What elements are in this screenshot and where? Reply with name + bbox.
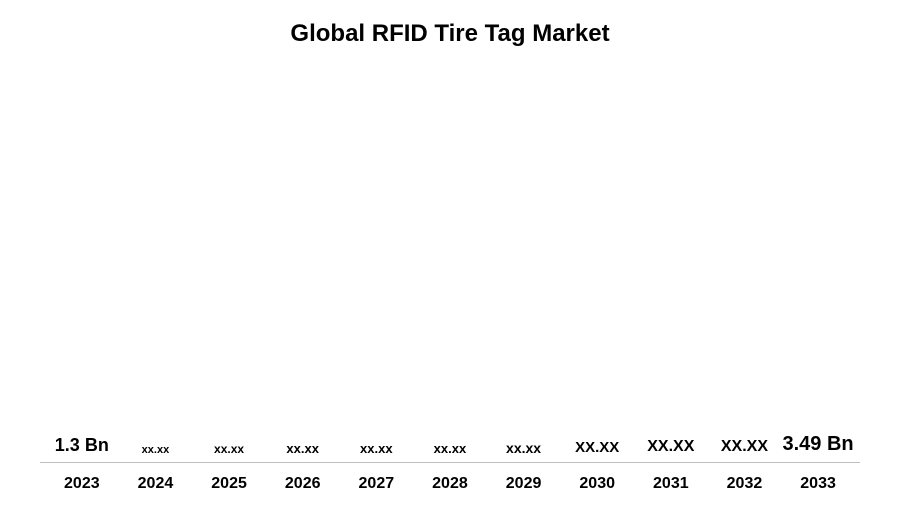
bar-group: XX.XX	[708, 438, 782, 462]
bar-value-label: xx.xx	[506, 440, 541, 456]
x-axis-label: 2028	[413, 475, 487, 493]
bar-group: xx.xx	[340, 441, 414, 462]
x-axis-label: 2026	[266, 475, 340, 493]
x-axis-label: 2025	[192, 475, 266, 493]
bar-group: XX.XX	[634, 438, 708, 462]
bar-group: 1.3 Bn	[45, 435, 119, 462]
bar-value-label: 1.3 Bn	[55, 435, 109, 456]
bar-group: XX.XX	[560, 439, 634, 462]
x-axis-label: 2032	[708, 475, 782, 493]
bar-value-label: XX.XX	[721, 438, 768, 456]
x-axis-label: 2033	[781, 475, 855, 493]
bar-value-label: xx.xx	[286, 441, 319, 456]
x-axis-label: 2027	[340, 475, 414, 493]
bar-value-label: xx.xx	[360, 441, 393, 456]
bar-value-label: XX.XX	[575, 439, 619, 456]
bar-group: xx.xx	[192, 442, 266, 462]
x-axis-labels: 2023202420252026202720282029203020312032…	[40, 475, 860, 493]
x-axis-label: 2031	[634, 475, 708, 493]
bar-value-label: xx.xx	[434, 441, 467, 456]
chart-area: 1.3 Bn xx.xx xx.xx xx.xx xx.xx xx.xx xx.xx XX.X…	[40, 73, 860, 493]
bar-value-label: XX.XX	[647, 438, 694, 456]
bar-value-label: xx.xx	[142, 444, 170, 456]
bar-value-label: xx.xx	[214, 442, 244, 456]
chart-title: Global RFID Tire Tag Market	[40, 20, 860, 48]
bar-group: xx.xx	[119, 444, 193, 462]
bar-group: xx.xx	[266, 441, 340, 462]
bar-group: xx.xx	[413, 441, 487, 462]
x-axis-label: 2029	[487, 475, 561, 493]
bar-group: xx.xx	[487, 440, 561, 462]
bar-value-label: 3.49 Bn	[782, 433, 853, 456]
x-axis-label: 2024	[119, 475, 193, 493]
x-axis-label: 2030	[560, 475, 634, 493]
x-axis-label: 2023	[45, 475, 119, 493]
bar-group: 3.49 Bn	[781, 433, 855, 462]
bars-container: 1.3 Bn xx.xx xx.xx xx.xx xx.xx xx.xx xx.xx XX.X…	[40, 73, 860, 463]
